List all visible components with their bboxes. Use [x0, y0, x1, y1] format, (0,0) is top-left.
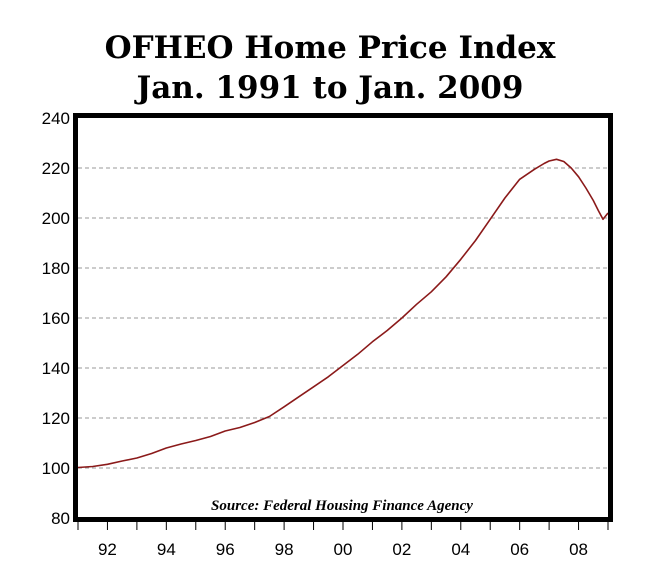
series-line-0 — [77, 158, 609, 469]
y-tick-label-240: 240 — [42, 109, 70, 128]
x-tick-label-94: 94 — [157, 540, 176, 559]
y-tick-label-140: 140 — [42, 359, 70, 378]
x-tick-label-06: 06 — [510, 540, 529, 559]
y-tick-label-200: 200 — [42, 209, 70, 228]
x-tick-label-02: 02 — [392, 540, 411, 559]
y-tick-label-220: 220 — [42, 159, 70, 178]
y-tick-label-120: 120 — [42, 409, 70, 428]
chart-title-line-2: Jan. 1991 to Jan. 2009 — [136, 70, 524, 106]
y-tick-label-80: 80 — [51, 509, 70, 528]
x-tick-label-98: 98 — [275, 540, 294, 559]
x-tick-label-04: 04 — [451, 540, 470, 559]
x-axis-ticks: 92 94 96 98 00 02 04 06 08 — [77, 522, 609, 559]
y-tick-label-160: 160 — [42, 309, 70, 328]
y-tick-label-100: 100 — [42, 459, 70, 478]
x-tick-label-08: 08 — [569, 540, 588, 559]
x-tick-label-96: 96 — [216, 540, 235, 559]
gridlines — [78, 167, 608, 469]
source-annotation: Source: Federal Housing Finance Agency — [211, 498, 473, 514]
x-tick-label-00: 00 — [334, 540, 353, 559]
series-layer — [77, 158, 609, 469]
y-tick-label-180: 180 — [42, 259, 70, 278]
chart-title-line-1: OFHEO Home Price Index — [104, 30, 556, 66]
y-axis-ticks: 80 100 120 140 160 180 200 220 240 — [42, 109, 70, 528]
x-tick-label-92: 92 — [98, 540, 117, 559]
plot-frame — [73, 113, 613, 522]
